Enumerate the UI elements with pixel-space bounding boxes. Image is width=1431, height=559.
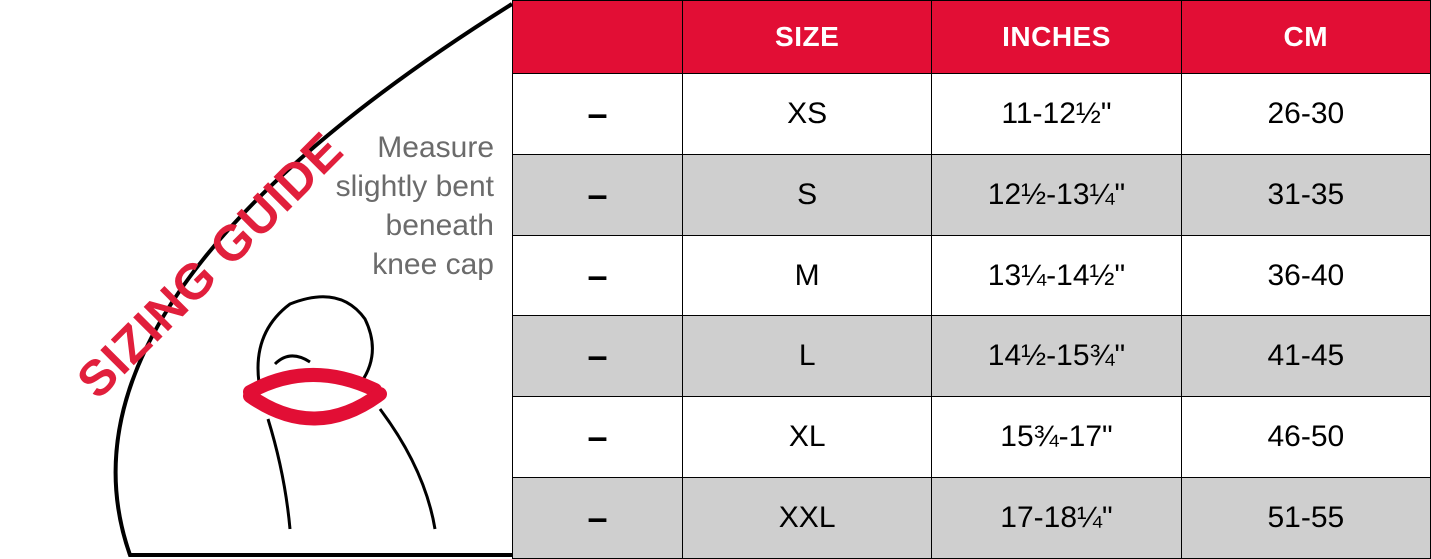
- cell-dash: –: [513, 397, 683, 478]
- cell-dash: –: [513, 154, 683, 235]
- cell-inches: 17-18¼": [932, 478, 1181, 559]
- table-row: – XL 15¾-17" 46-50: [513, 397, 1431, 478]
- cell-dash: –: [513, 235, 683, 316]
- table-body: – XS 11-12½" 26-30 – S 12½-13¼" 31-35 – …: [513, 74, 1431, 559]
- instruction-text: Measure slightly bent beneath knee cap: [336, 128, 494, 284]
- cell-size: XS: [683, 74, 932, 155]
- table-row: – S 12½-13¼" 31-35: [513, 154, 1431, 235]
- table-header-row: SIZE INCHES CM: [513, 1, 1431, 74]
- cell-size: XXL: [683, 478, 932, 559]
- left-panel: SIZING GUIDE Measure slightly bent benea…: [0, 0, 512, 559]
- col-cm: CM: [1181, 1, 1430, 74]
- cell-dash: –: [513, 478, 683, 559]
- instruction-line: Measure: [377, 131, 494, 164]
- table-row: – M 13¼-14½" 36-40: [513, 235, 1431, 316]
- cell-cm: 31-35: [1181, 154, 1430, 235]
- cell-dash: –: [513, 74, 683, 155]
- size-table: SIZE INCHES CM – XS 11-12½" 26-30 – S 12…: [512, 0, 1431, 559]
- table-row: – XS 11-12½" 26-30: [513, 74, 1431, 155]
- cell-inches: 15¾-17": [932, 397, 1181, 478]
- sizing-guide-container: SIZING GUIDE Measure slightly bent benea…: [0, 0, 1431, 559]
- cell-size: M: [683, 235, 932, 316]
- cell-inches: 11-12½": [932, 74, 1181, 155]
- size-table-wrap: SIZE INCHES CM – XS 11-12½" 26-30 – S 12…: [512, 0, 1431, 559]
- col-inches: INCHES: [932, 1, 1181, 74]
- knee-diagram: [190, 274, 490, 534]
- instruction-line: beneath: [386, 209, 494, 242]
- cell-inches: 12½-13¼": [932, 154, 1181, 235]
- table-row: – L 14½-15¾" 41-45: [513, 316, 1431, 397]
- instruction-line: slightly bent: [336, 170, 494, 203]
- cell-inches: 14½-15¾": [932, 316, 1181, 397]
- cell-inches: 13¼-14½": [932, 235, 1181, 316]
- cell-size: L: [683, 316, 932, 397]
- cell-cm: 36-40: [1181, 235, 1430, 316]
- cell-size: XL: [683, 397, 932, 478]
- col-size: SIZE: [683, 1, 932, 74]
- cell-size: S: [683, 154, 932, 235]
- cell-cm: 26-30: [1181, 74, 1430, 155]
- cell-cm: 51-55: [1181, 478, 1430, 559]
- table-row: – XXL 17-18¼" 51-55: [513, 478, 1431, 559]
- col-blank: [513, 1, 683, 74]
- cell-cm: 41-45: [1181, 316, 1430, 397]
- cell-dash: –: [513, 316, 683, 397]
- cell-cm: 46-50: [1181, 397, 1430, 478]
